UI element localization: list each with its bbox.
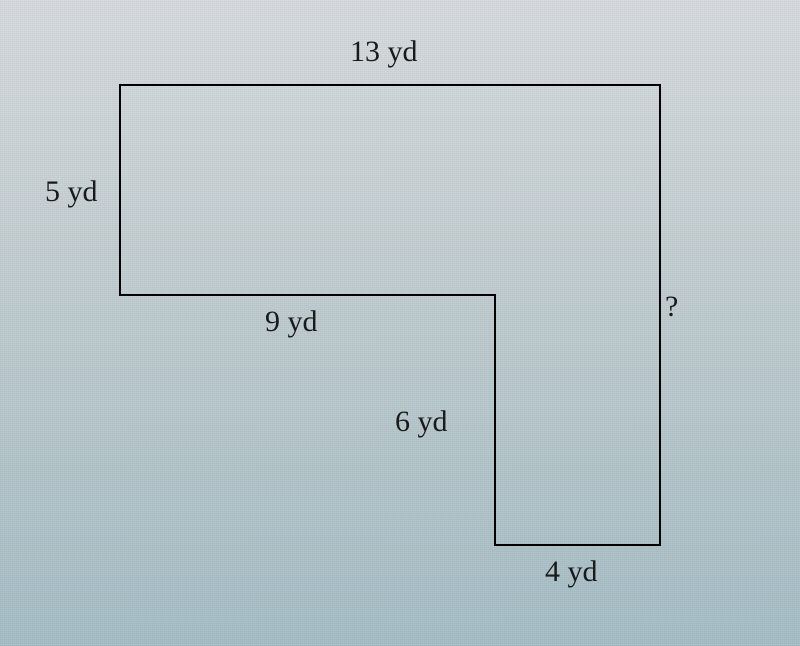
top-dimension-label: 13 yd xyxy=(350,35,418,69)
left-dimension-label: 5 yd xyxy=(45,175,98,209)
l-shape-outline xyxy=(0,0,800,646)
geometry-diagram: 13 yd 5 yd 9 yd 6 yd 4 yd ? xyxy=(0,0,800,646)
mid-vertical-dimension-label: 6 yd xyxy=(395,405,448,439)
bottom-dimension-label: 4 yd xyxy=(545,555,598,589)
mid-horizontal-dimension-label: 9 yd xyxy=(265,305,318,339)
right-unknown-label: ? xyxy=(665,290,678,324)
